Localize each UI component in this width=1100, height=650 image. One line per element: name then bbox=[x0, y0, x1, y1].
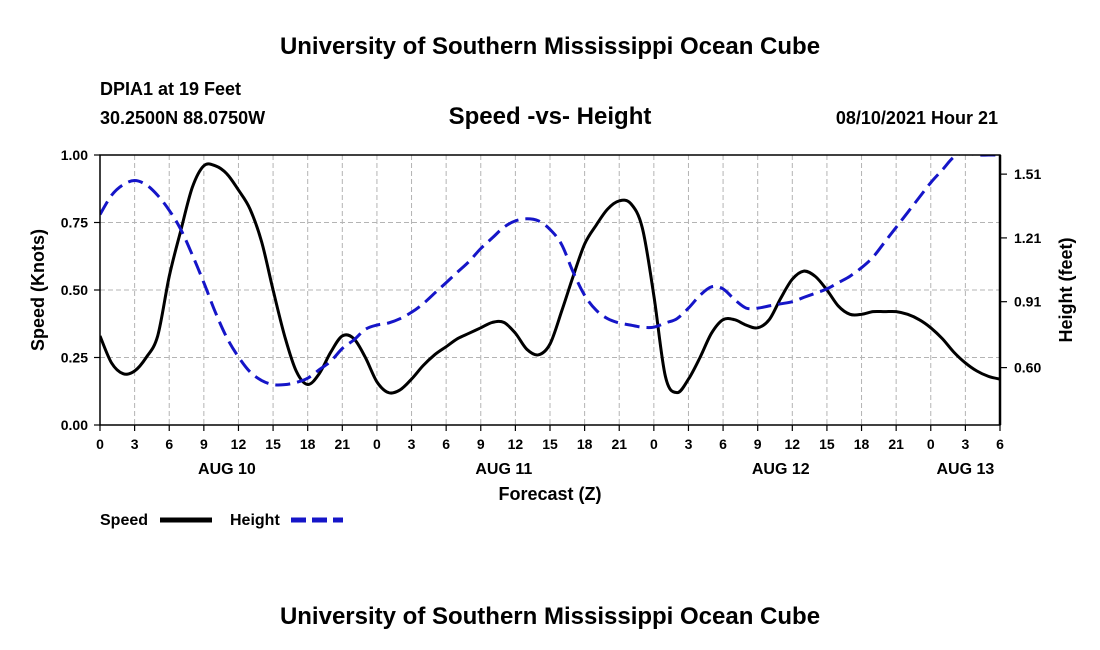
speed-series-line bbox=[100, 162, 1000, 395]
day-label: AUG 12 bbox=[752, 461, 810, 478]
day-label: AUG 11 bbox=[475, 461, 532, 478]
y2-tick-label: 0.91 bbox=[1014, 294, 1041, 310]
y2-tick-label: 1.21 bbox=[1014, 230, 1041, 246]
y-tick-label: 0.50 bbox=[61, 282, 88, 298]
x-tick-label: 6 bbox=[719, 436, 727, 452]
x-tick-label: 21 bbox=[611, 436, 627, 452]
x-tick-label: 0 bbox=[650, 436, 658, 452]
x-tick-label: 12 bbox=[508, 436, 524, 452]
x-tick-label: 9 bbox=[477, 436, 485, 452]
x-tick-label: 3 bbox=[408, 436, 416, 452]
height-series-line bbox=[100, 155, 1000, 387]
day-label: AUG 10 bbox=[198, 461, 256, 478]
y-tick-label: 1.00 bbox=[61, 147, 88, 163]
axis-ticks: 0 3 6 9 12 15 18 21 0 3 6 9 12 15 18 21 0 3 6 9 12 15 18 21 0 3 6A… bbox=[61, 147, 1042, 478]
y-tick-label: 0.75 bbox=[61, 215, 88, 231]
datetime-label: 08/10/2021 Hour 21 bbox=[836, 108, 998, 128]
chart-title: Speed -vs- Height bbox=[449, 103, 652, 130]
x-tick-label: 15 bbox=[819, 436, 835, 452]
x-tick-label: 0 bbox=[927, 436, 935, 452]
y-tick-label: 0.00 bbox=[61, 417, 88, 433]
legend-height-label: Height bbox=[230, 512, 280, 529]
footer-title: University of Southern Mississippi Ocean… bbox=[280, 603, 820, 630]
location-label: 30.2500N 88.0750W bbox=[100, 108, 265, 128]
x-tick-label: 0 bbox=[373, 436, 381, 452]
x-tick-label: 6 bbox=[165, 436, 173, 452]
x-tick-label: 21 bbox=[335, 436, 351, 452]
station-label: DPIA1 at 19 Feet bbox=[100, 79, 241, 99]
x-tick-label: 18 bbox=[300, 436, 316, 452]
x-tick-label: 3 bbox=[961, 436, 969, 452]
x-tick-label: 12 bbox=[231, 436, 247, 452]
y2-tick-label: 0.60 bbox=[1014, 360, 1041, 376]
x-tick-label: 9 bbox=[754, 436, 762, 452]
x-tick-label: 6 bbox=[442, 436, 450, 452]
x-tick-label: 9 bbox=[200, 436, 208, 452]
page-title: University of Southern Mississippi Ocean… bbox=[280, 33, 820, 60]
x-tick-label: 18 bbox=[854, 436, 870, 452]
x-axis-label: Forecast (Z) bbox=[498, 484, 601, 504]
legend-speed-label: Speed bbox=[100, 512, 148, 529]
x-tick-label: 15 bbox=[542, 436, 558, 452]
x-tick-label: 6 bbox=[996, 436, 1004, 452]
x-tick-label: 3 bbox=[131, 436, 139, 452]
day-label: AUG 13 bbox=[936, 461, 994, 478]
x-tick-label: 12 bbox=[785, 436, 801, 452]
x-tick-label: 21 bbox=[888, 436, 904, 452]
x-tick-label: 15 bbox=[265, 436, 281, 452]
x-tick-label: 18 bbox=[577, 436, 593, 452]
series-lines bbox=[100, 155, 1000, 395]
x-tick-label: 3 bbox=[685, 436, 693, 452]
y-tick-label: 0.25 bbox=[61, 350, 88, 366]
grid-lines bbox=[100, 155, 1000, 425]
y2-axis-label: Height (feet) bbox=[1056, 238, 1076, 343]
y-axis-label: Speed (Knots) bbox=[28, 229, 48, 351]
y2-tick-label: 1.51 bbox=[1014, 166, 1041, 182]
x-tick-label: 0 bbox=[96, 436, 104, 452]
